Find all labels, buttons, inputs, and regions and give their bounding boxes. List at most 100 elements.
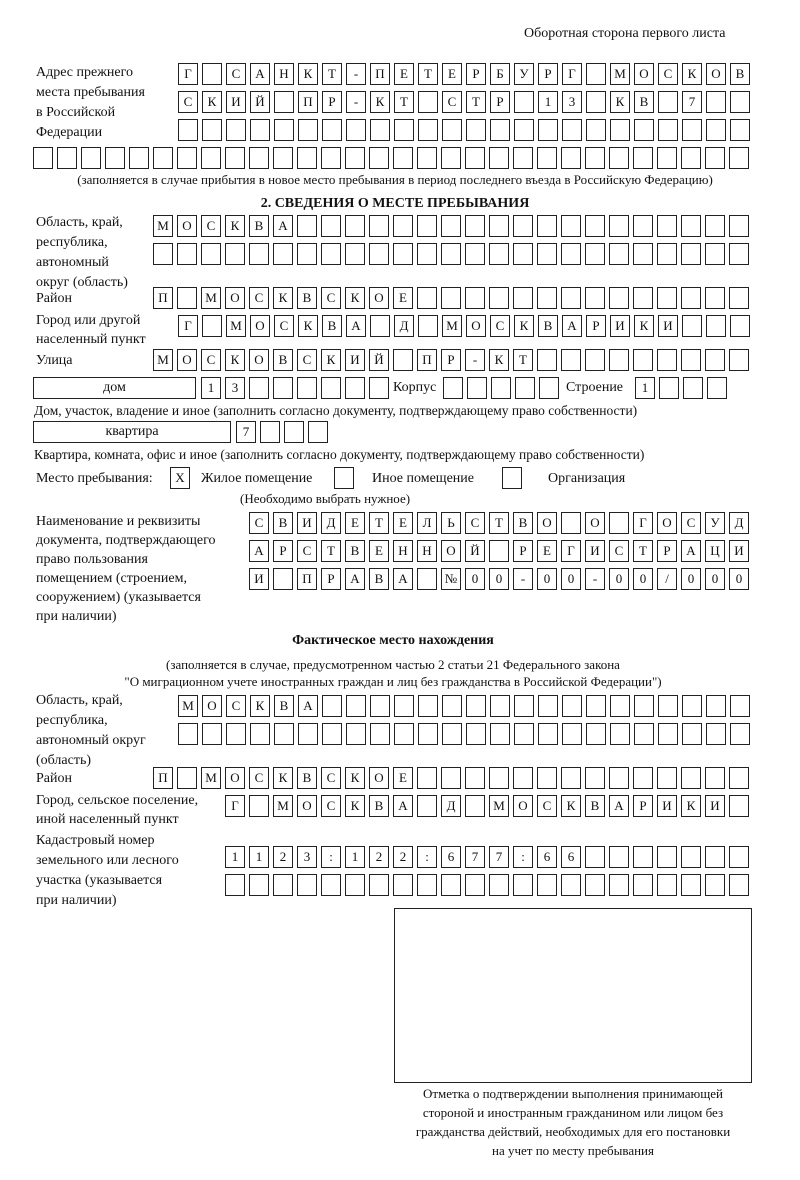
char-cell[interactable]: В <box>369 795 389 817</box>
char-cell[interactable] <box>586 119 606 141</box>
char-cell[interactable]: У <box>514 63 534 85</box>
char-cell[interactable] <box>417 287 437 309</box>
char-cell[interactable]: С <box>201 215 221 237</box>
char-cell[interactable] <box>466 723 486 745</box>
char-cell[interactable]: Д <box>321 512 341 534</box>
char-cell[interactable]: Т <box>489 512 509 534</box>
char-cell[interactable]: И <box>610 315 630 337</box>
char-cell[interactable]: В <box>274 695 294 717</box>
char-cell[interactable]: 0 <box>465 568 485 590</box>
char-cell[interactable]: П <box>298 91 318 113</box>
char-cell[interactable]: И <box>249 568 269 590</box>
char-cell[interactable]: 0 <box>681 568 701 590</box>
char-cell[interactable]: В <box>297 767 317 789</box>
char-cell[interactable]: Е <box>393 512 413 534</box>
char-cell[interactable]: 0 <box>729 568 749 590</box>
char-cell[interactable]: Г <box>633 512 653 534</box>
char-cell[interactable] <box>561 147 581 169</box>
char-cell[interactable] <box>489 243 509 265</box>
char-cell[interactable] <box>321 874 341 896</box>
char-cell[interactable] <box>369 874 389 896</box>
char-cell[interactable] <box>682 315 702 337</box>
char-cell[interactable] <box>249 795 269 817</box>
house-type-field[interactable]: дом <box>33 377 196 399</box>
char-cell[interactable]: О <box>369 287 389 309</box>
char-cell[interactable]: Е <box>369 540 389 562</box>
char-cell[interactable]: О <box>225 287 245 309</box>
char-cell[interactable] <box>226 723 246 745</box>
char-cell[interactable] <box>634 119 654 141</box>
char-cell[interactable] <box>585 349 605 371</box>
char-cell[interactable]: К <box>225 215 245 237</box>
char-cell[interactable]: А <box>681 540 701 562</box>
char-cell[interactable]: К <box>514 315 534 337</box>
char-cell[interactable] <box>730 723 750 745</box>
char-cell[interactable]: - <box>465 349 485 371</box>
char-cell[interactable] <box>394 695 414 717</box>
char-cell[interactable]: Р <box>490 91 510 113</box>
char-cell[interactable] <box>537 215 557 237</box>
char-cell[interactable]: О <box>466 315 486 337</box>
char-cell[interactable] <box>490 723 510 745</box>
char-cell[interactable]: К <box>250 695 270 717</box>
char-cell[interactable]: К <box>225 349 245 371</box>
char-cell[interactable] <box>609 512 629 534</box>
char-cell[interactable] <box>345 377 365 399</box>
char-cell[interactable] <box>658 119 678 141</box>
char-cell[interactable] <box>659 377 679 399</box>
char-cell[interactable] <box>489 874 509 896</box>
char-cell[interactable] <box>393 243 413 265</box>
char-cell[interactable] <box>465 215 485 237</box>
char-cell[interactable] <box>585 874 605 896</box>
char-cell[interactable] <box>201 147 221 169</box>
char-cell[interactable]: Е <box>442 63 462 85</box>
char-cell[interactable] <box>705 349 725 371</box>
char-cell[interactable]: А <box>345 568 365 590</box>
char-cell[interactable] <box>225 147 245 169</box>
char-cell[interactable] <box>657 846 677 868</box>
char-cell[interactable]: О <box>202 695 222 717</box>
char-cell[interactable]: В <box>297 287 317 309</box>
char-cell[interactable] <box>417 767 437 789</box>
char-cell[interactable] <box>633 874 653 896</box>
char-cell[interactable]: Н <box>417 540 437 562</box>
char-cell[interactable] <box>369 147 389 169</box>
char-cell[interactable] <box>537 287 557 309</box>
char-cell[interactable] <box>730 91 750 113</box>
char-cell[interactable] <box>201 243 221 265</box>
char-cell[interactable]: Р <box>513 540 533 562</box>
char-cell[interactable]: О <box>706 63 726 85</box>
char-cell[interactable] <box>441 147 461 169</box>
char-cell[interactable] <box>441 215 461 237</box>
char-cell[interactable]: С <box>297 349 317 371</box>
char-cell[interactable] <box>442 723 462 745</box>
char-cell[interactable]: Р <box>657 540 677 562</box>
char-cell[interactable] <box>418 695 438 717</box>
char-cell[interactable]: - <box>585 568 605 590</box>
char-cell[interactable] <box>298 723 318 745</box>
char-cell[interactable]: 7 <box>236 421 256 443</box>
char-cell[interactable] <box>178 119 198 141</box>
char-cell[interactable]: Г <box>561 540 581 562</box>
char-cell[interactable] <box>513 215 533 237</box>
char-cell[interactable]: К <box>273 287 293 309</box>
char-cell[interactable] <box>345 874 365 896</box>
char-cell[interactable]: С <box>658 63 678 85</box>
char-cell[interactable] <box>442 119 462 141</box>
char-cell[interactable]: Г <box>178 63 198 85</box>
char-cell[interactable]: С <box>249 287 269 309</box>
char-cell[interactable] <box>466 119 486 141</box>
char-cell[interactable]: Н <box>393 540 413 562</box>
char-cell[interactable]: 0 <box>609 568 629 590</box>
char-cell[interactable] <box>321 215 341 237</box>
char-cell[interactable] <box>274 119 294 141</box>
char-cell[interactable] <box>297 377 317 399</box>
char-cell[interactable]: Е <box>393 287 413 309</box>
char-cell[interactable]: А <box>393 795 413 817</box>
prev-address-row[interactable] <box>178 119 754 143</box>
char-cell[interactable]: Т <box>418 63 438 85</box>
char-cell[interactable]: Т <box>321 540 341 562</box>
char-cell[interactable]: - <box>346 63 366 85</box>
